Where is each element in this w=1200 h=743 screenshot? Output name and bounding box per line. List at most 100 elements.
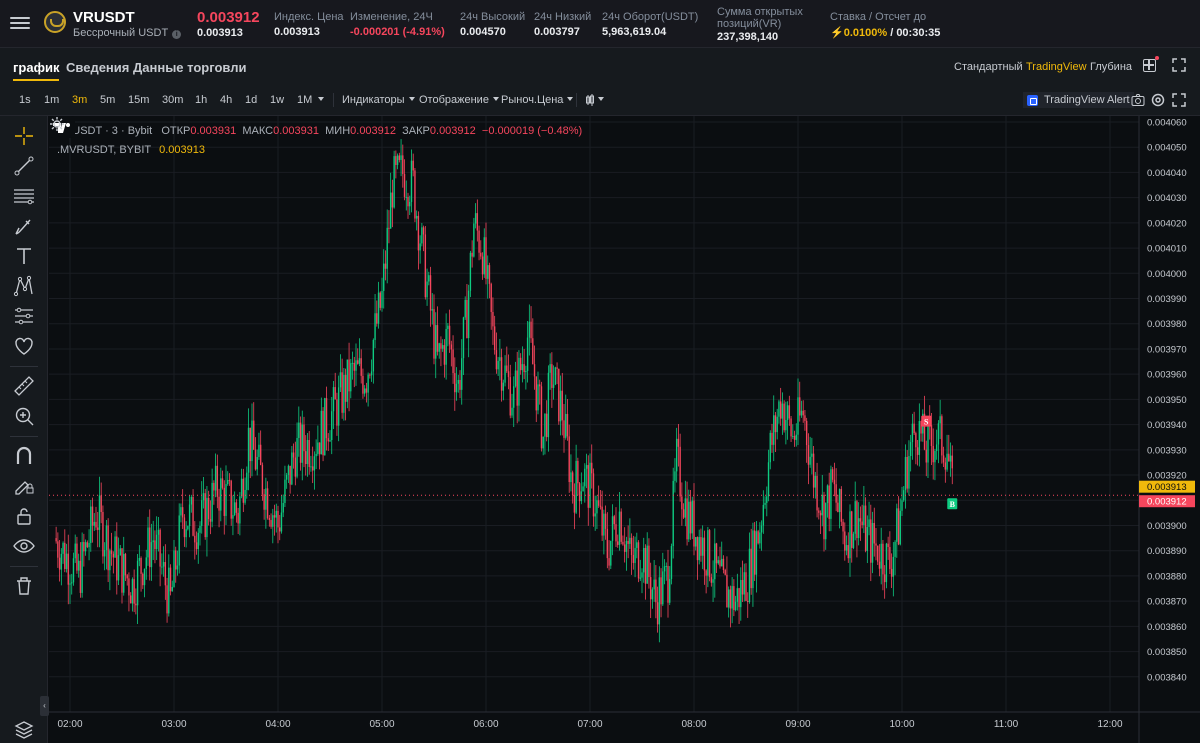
timeframe-more-dropdown[interactable]: [318, 94, 324, 106]
tf-1d[interactable]: 1d: [245, 94, 258, 106]
candle-body: [291, 452, 293, 485]
layers-icon[interactable]: [12, 718, 36, 742]
collapse-tools-button[interactable]: ‹: [40, 696, 49, 716]
candle-body: [807, 445, 810, 465]
buy-marker: [947, 498, 958, 510]
drawing-tools-panel: [0, 116, 48, 743]
lock-drawing-icon[interactable]: [12, 474, 36, 498]
sell-marker-label: S: [924, 418, 929, 427]
candle-body: [202, 493, 205, 501]
chart-canvas[interactable]: 0.004060 0.004050 0.004040 0.004030 0.004020…: [49, 116, 1200, 743]
magnet-icon[interactable]: [12, 444, 36, 468]
tf-1s[interactable]: 1s: [19, 94, 31, 106]
candle-body: [656, 602, 659, 625]
axis-settings-icon[interactable]: [49, 116, 65, 132]
candle-body: [348, 359, 350, 392]
text-icon[interactable]: [12, 244, 36, 268]
tf-3m[interactable]: 3m: [72, 94, 88, 106]
tab-chart[interactable]: график: [13, 60, 60, 81]
candle-body: [138, 557, 141, 561]
legend-close: 0.003912: [429, 125, 476, 137]
tf-1w[interactable]: 1w: [270, 94, 285, 106]
candle-body: [840, 489, 843, 522]
fullscreen-icon[interactable]: [1172, 93, 1186, 107]
candle-body: [665, 565, 667, 567]
expand-icon[interactable]: [1172, 58, 1186, 72]
legend-high-label: МАКС: [242, 125, 274, 137]
info-icon[interactable]: i: [172, 30, 182, 39]
candle-body: [471, 252, 473, 257]
eye-icon[interactable]: [12, 534, 36, 558]
candles-icon[interactable]: [585, 93, 599, 107]
display-dropdown[interactable]: Отображение: [419, 94, 499, 106]
candle-body: [736, 588, 739, 602]
price-tick-label: 0.004040: [1147, 168, 1187, 179]
camera-icon[interactable]: [1131, 93, 1145, 107]
candle-body: [140, 557, 142, 574]
candle-body: [776, 416, 778, 433]
candle-body: [320, 410, 323, 455]
tradingview-alert-button[interactable]: TradingView Alert: [1023, 92, 1134, 108]
measure-lines-icon[interactable]: [12, 304, 36, 328]
price-type-dropdown[interactable]: Рыноч.Цена: [501, 94, 574, 106]
symbol-name[interactable]: VRUSDT: [73, 9, 135, 26]
zoom-in-icon[interactable]: [12, 404, 36, 428]
candle-body: [433, 309, 435, 359]
chart-type-dropdown[interactable]: [598, 94, 604, 106]
candle-body: [552, 384, 555, 388]
horizontal-lines-icon[interactable]: [12, 184, 36, 208]
candle-body: [627, 540, 629, 544]
tf-4h[interactable]: 4h: [220, 94, 233, 106]
candle-body: [528, 321, 531, 338]
candle-body: [518, 357, 520, 406]
view-standard[interactable]: Стандартный: [954, 61, 1023, 73]
stat-turnover-24h: 24ч Оборот(USDT) 5,963,619.04: [602, 11, 698, 38]
candle-body: [270, 520, 272, 527]
lock-icon[interactable]: [12, 504, 36, 528]
candle-body: [166, 585, 168, 614]
indicators-dropdown[interactable]: Индикаторы: [342, 94, 415, 106]
trend-line-icon[interactable]: [12, 154, 36, 178]
tab-details[interactable]: Сведения: [66, 60, 130, 75]
candle-body: [514, 370, 517, 387]
candle-body: [123, 553, 125, 593]
candle-body: [601, 506, 603, 536]
view-tradingview[interactable]: TradingView: [1026, 61, 1087, 73]
view-depth[interactable]: Глубина: [1090, 61, 1133, 73]
settings-icon[interactable]: [1151, 93, 1165, 107]
candle-body: [842, 521, 844, 532]
chart-background: [49, 116, 1200, 743]
candle-body: [324, 398, 326, 456]
candle-body: [282, 502, 284, 513]
tf-1h[interactable]: 1h: [195, 94, 208, 106]
tf-1m[interactable]: 1m: [44, 94, 60, 106]
candle-body: [795, 434, 797, 440]
heart-icon[interactable]: [12, 334, 36, 358]
candle-body: [495, 350, 498, 370]
candle-body: [90, 506, 92, 543]
tf-15m[interactable]: 15m: [128, 94, 150, 106]
crosshair-icon[interactable]: [12, 124, 36, 148]
tf-5m[interactable]: 5m: [100, 94, 116, 106]
candle-body: [268, 517, 271, 521]
brush-icon[interactable]: [12, 214, 36, 238]
trash-icon[interactable]: [12, 574, 36, 598]
tf-1M[interactable]: 1M: [297, 94, 313, 106]
tab-trading-data[interactable]: Данные торговли: [133, 60, 247, 75]
candle-body: [376, 313, 378, 324]
grid-layout-icon[interactable]: [1143, 59, 1156, 72]
hamburger-icon[interactable]: [10, 14, 30, 32]
candle-body: [190, 496, 193, 505]
candle-body: [365, 388, 368, 393]
ruler-icon[interactable]: [12, 374, 36, 398]
candle-body: [712, 579, 714, 583]
candle-body: [575, 460, 577, 513]
candle-body: [759, 532, 761, 544]
candle-body: [216, 465, 219, 497]
price-chart[interactable]: 0.004060 0.004050 0.004040 0.004030 0.004020…: [49, 116, 1200, 743]
candle-body: [164, 562, 167, 586]
tf-30m[interactable]: 30m: [162, 94, 184, 106]
pattern-icon[interactable]: [12, 274, 36, 298]
candle-body: [228, 480, 231, 482]
candle-body: [894, 541, 896, 557]
